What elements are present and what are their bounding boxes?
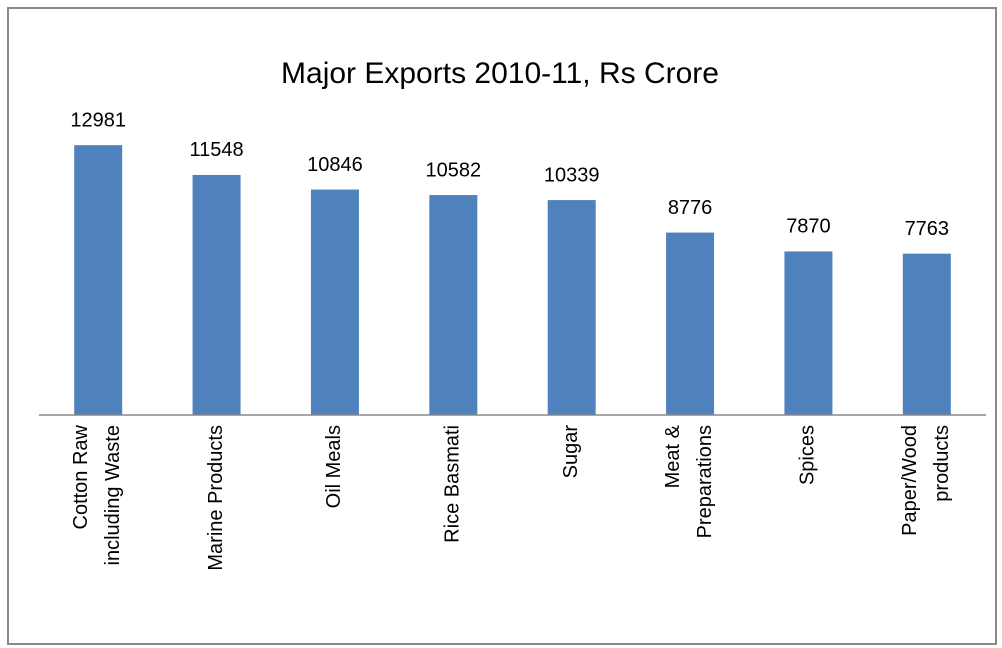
x-tick-label: Meat & Preparations <box>662 424 716 538</box>
chart-title: Major Exports 2010-11, Rs Crore <box>281 57 719 90</box>
x-tick-label: Spices <box>797 425 819 485</box>
bar <box>902 253 951 415</box>
x-tick-label: Sugar <box>560 425 582 479</box>
bar <box>547 200 596 415</box>
data-label: 10582 <box>426 159 482 181</box>
x-tick-label: Oil Meals <box>323 425 345 508</box>
data-label: 10846 <box>307 154 363 176</box>
bar <box>192 174 241 415</box>
bar <box>74 145 123 415</box>
data-label: 11548 <box>189 139 243 161</box>
data-label: 10339 <box>544 164 600 186</box>
data-label: 8776 <box>668 197 713 219</box>
x-tick-label: Paper/Wood products <box>899 425 953 536</box>
x-tick-label: Rice Basmati <box>442 425 464 543</box>
data-label: 12981 <box>70 109 126 131</box>
x-tick-label: Marine Products <box>205 425 227 571</box>
chart-frame <box>7 7 997 645</box>
x-tick-label: Cotton Raw including Waste <box>70 424 124 565</box>
bar <box>666 232 715 415</box>
data-label: 7763 <box>905 218 950 240</box>
bar <box>784 251 833 415</box>
data-label: 7870 <box>786 216 831 238</box>
bar <box>310 189 359 415</box>
bar <box>429 195 478 415</box>
